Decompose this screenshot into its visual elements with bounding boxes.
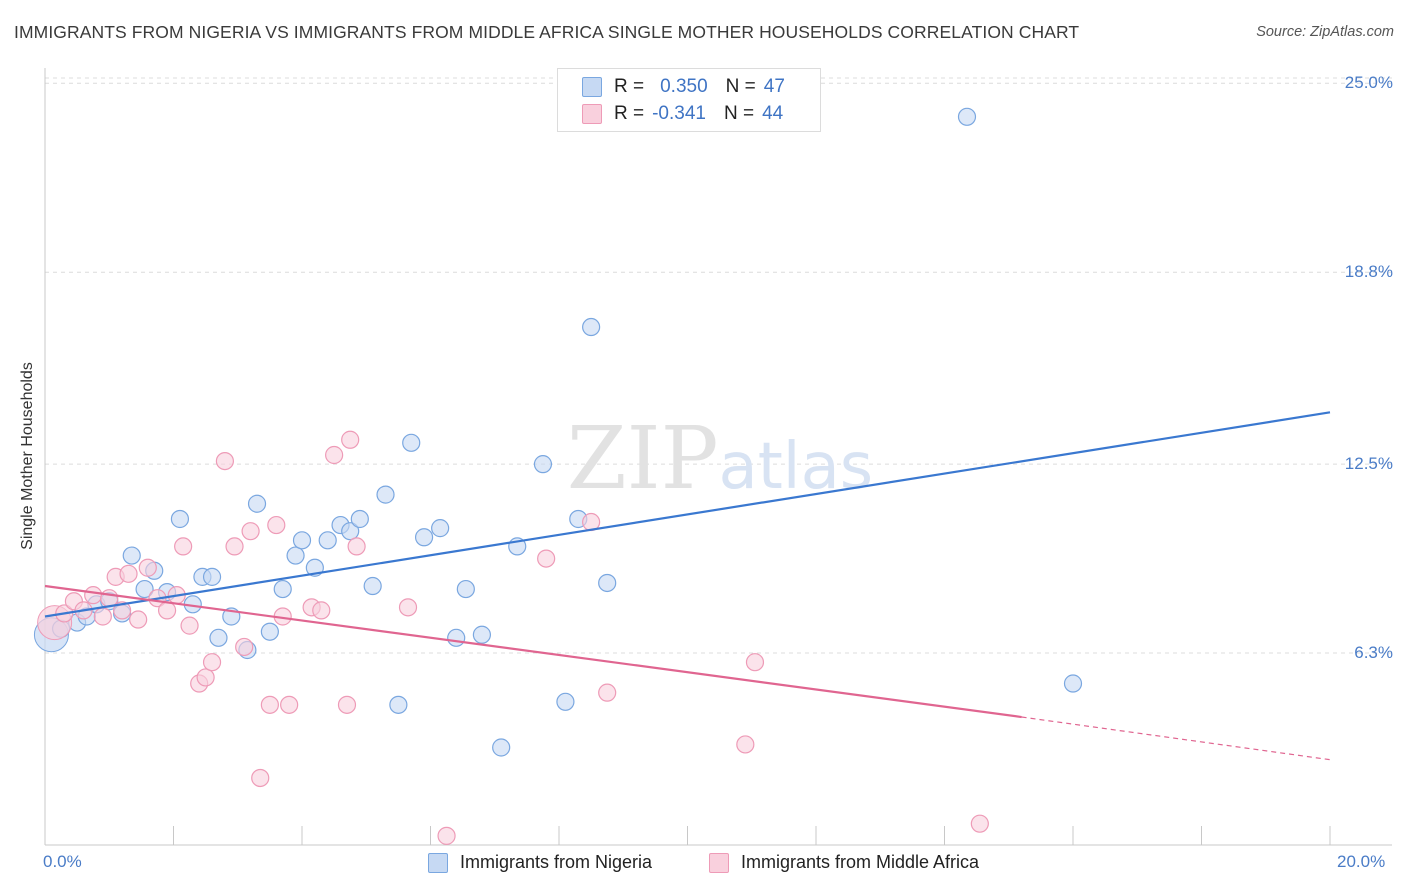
point-nigeria <box>292 531 312 550</box>
point-middle-africa <box>235 637 254 657</box>
point-nigeria <box>447 628 466 647</box>
bottom-legend-label-nigeria: Immigrants from Nigeria <box>460 852 653 872</box>
trend-line-dashed-middle-africa <box>1021 716 1331 761</box>
point-middle-africa <box>598 683 617 702</box>
bottom-legend-label-middle-africa: Immigrants from Middle Africa <box>741 852 980 872</box>
legend-r-value: -0.341 <box>652 103 706 124</box>
point-nigeria <box>456 579 475 599</box>
point-middle-africa <box>112 601 132 620</box>
point-middle-africa <box>337 695 357 714</box>
legend-n-value: 44 <box>762 103 784 124</box>
legend-n-value: 47 <box>763 76 785 97</box>
point-nigeria <box>533 455 553 474</box>
point-nigeria <box>414 528 434 547</box>
point-nigeria <box>247 494 267 513</box>
point-nigeria <box>431 519 450 538</box>
point-nigeria <box>341 522 360 541</box>
legend-n-label: N = <box>725 76 756 97</box>
bottom-legend-swatch-nigeria <box>428 852 448 873</box>
point-middle-africa <box>119 564 138 583</box>
point-nigeria <box>318 531 337 550</box>
point-nigeria <box>556 692 575 711</box>
bottom-legend-swatch-middle-africa <box>709 852 729 873</box>
chart-source: Source: ZipAtlas.com <box>1256 24 1394 40</box>
point-nigeria <box>286 546 305 565</box>
watermark-text: ZIPatlas <box>567 409 873 509</box>
point-middle-africa <box>174 537 193 556</box>
point-nigeria <box>202 567 222 586</box>
y-axis-label: Single Mother Households <box>19 362 36 550</box>
point-middle-africa <box>100 589 119 608</box>
point-middle-africa <box>312 601 331 620</box>
point-nigeria <box>170 509 190 529</box>
point-middle-africa <box>241 522 260 541</box>
trend-lines <box>44 411 1331 761</box>
point-nigeria <box>209 628 228 647</box>
axes <box>44 68 1392 846</box>
point-middle-africa <box>325 445 344 465</box>
legend-swatch-nigeria <box>582 77 602 97</box>
scatter-points <box>33 107 1083 845</box>
point-middle-africa <box>398 598 418 617</box>
point-nigeria <box>122 546 141 565</box>
point-middle-africa <box>970 814 989 833</box>
x-tick-label-max: 20.0% <box>1337 852 1386 871</box>
point-nigeria <box>1063 674 1083 693</box>
point-nigeria <box>260 622 279 641</box>
point-nigeria <box>273 579 292 599</box>
point-nigeria <box>135 579 154 599</box>
point-middle-africa <box>437 826 456 845</box>
point-middle-africa <box>196 668 215 687</box>
point-middle-africa <box>736 735 755 754</box>
legend-n-label: N = <box>723 103 755 124</box>
legend-r-label: R = <box>614 76 645 97</box>
point-middle-africa <box>267 515 286 535</box>
correlation-legend: R = 0.350 N = 47 R = -0.341 N = 44 <box>557 68 821 132</box>
point-middle-africa <box>129 610 148 629</box>
point-nigeria <box>492 738 511 757</box>
point-nigeria <box>376 485 395 504</box>
trend-line-nigeria <box>44 411 1331 618</box>
grid-lines <box>45 77 1392 654</box>
point-nigeria <box>402 433 421 452</box>
legend-row-nigeria: R = 0.350 N = 47 <box>582 75 785 99</box>
point-nigeria <box>598 573 617 593</box>
y-tick-label: 25.0% <box>1344 73 1393 93</box>
legend-r-value: 0.350 <box>660 76 708 97</box>
point-middle-africa <box>202 653 222 672</box>
point-nigeria <box>582 317 601 337</box>
point-middle-africa <box>260 695 279 714</box>
point-nigeria <box>472 625 491 644</box>
x-tick-label-min: 0.0% <box>43 852 82 871</box>
point-middle-africa <box>138 558 157 577</box>
point-middle-africa <box>280 695 299 714</box>
point-middle-africa <box>347 537 366 556</box>
point-middle-africa <box>537 549 556 568</box>
point-middle-africa <box>180 616 199 635</box>
watermark: ZIPatlas <box>567 409 873 509</box>
point-middle-africa <box>251 768 270 788</box>
legend-row-middle-africa: R = -0.341 N = 44 <box>582 102 783 126</box>
y-tick-label: 12.5% <box>1344 454 1393 474</box>
bottom-legend-nigeria: Immigrants from Nigeria <box>428 852 652 873</box>
point-nigeria <box>389 695 408 714</box>
point-nigeria <box>363 576 382 596</box>
chart-title: IMMIGRANTS FROM NIGERIA VS IMMIGRANTS FR… <box>14 22 1080 42</box>
legend-r-label: R = <box>614 103 645 124</box>
point-nigeria <box>957 107 977 126</box>
point-middle-africa <box>745 653 765 672</box>
point-nigeria <box>350 509 369 529</box>
bottom-legend-middle-africa: Immigrants from Middle Africa <box>709 852 979 873</box>
legend-swatch-middle-africa <box>582 104 602 124</box>
point-middle-africa <box>157 601 177 620</box>
point-middle-africa <box>215 451 234 471</box>
point-middle-africa <box>93 607 112 626</box>
point-middle-africa <box>84 586 103 605</box>
point-middle-africa <box>341 430 360 449</box>
point-middle-africa <box>225 537 244 556</box>
y-tick-label: 18.8% <box>1344 262 1393 282</box>
trend-line-middle-africa <box>44 584 1022 719</box>
y-tick-label: 6.3% <box>1354 643 1393 663</box>
